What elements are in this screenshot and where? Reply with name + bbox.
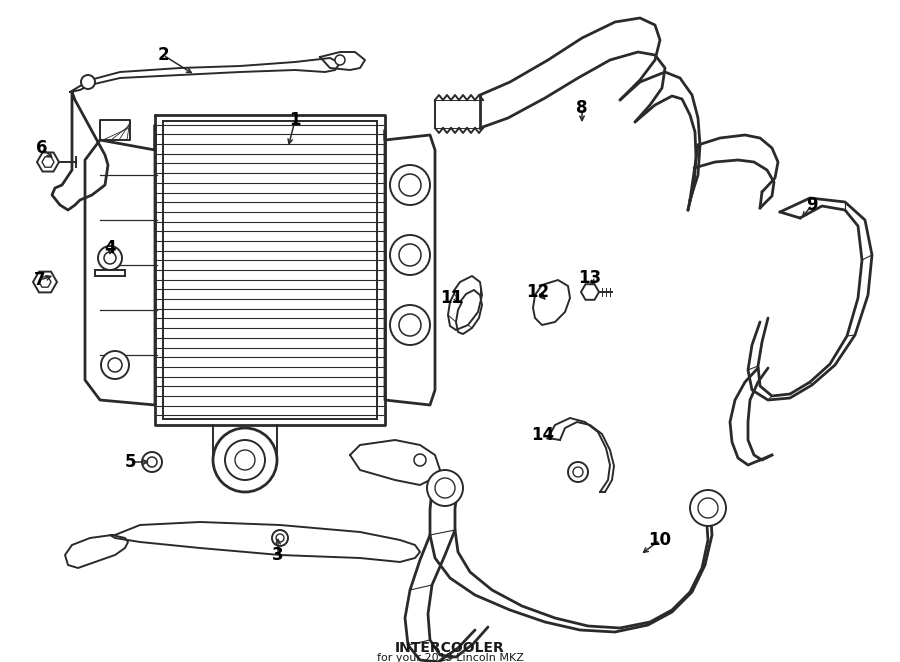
Text: 2: 2 <box>158 46 169 64</box>
Text: 6: 6 <box>36 139 48 157</box>
Text: 3: 3 <box>272 546 284 564</box>
Circle shape <box>390 235 430 275</box>
Circle shape <box>390 165 430 205</box>
Circle shape <box>427 470 463 506</box>
Circle shape <box>414 454 426 466</box>
Circle shape <box>690 490 726 526</box>
Text: 4: 4 <box>104 239 116 257</box>
Circle shape <box>399 174 421 196</box>
Circle shape <box>108 358 122 372</box>
Text: 1: 1 <box>289 111 301 129</box>
Text: 14: 14 <box>531 426 554 444</box>
Circle shape <box>225 440 265 480</box>
Circle shape <box>98 246 122 270</box>
Circle shape <box>698 498 718 518</box>
Circle shape <box>435 478 455 498</box>
Circle shape <box>142 452 162 472</box>
Text: 10: 10 <box>649 531 671 549</box>
Circle shape <box>235 450 255 470</box>
Circle shape <box>213 428 277 492</box>
Circle shape <box>101 351 129 379</box>
Circle shape <box>272 530 288 546</box>
Circle shape <box>335 55 345 65</box>
Text: 12: 12 <box>526 283 550 301</box>
Text: 13: 13 <box>579 269 601 287</box>
Circle shape <box>573 467 583 477</box>
Text: 11: 11 <box>440 289 464 307</box>
Text: for your 2019 Lincoln MKZ: for your 2019 Lincoln MKZ <box>376 653 524 662</box>
Text: 5: 5 <box>124 453 136 471</box>
Circle shape <box>399 314 421 336</box>
Circle shape <box>399 244 421 266</box>
Circle shape <box>104 252 116 264</box>
Text: INTERCOOLER: INTERCOOLER <box>395 641 505 655</box>
Circle shape <box>147 457 157 467</box>
Circle shape <box>568 462 588 482</box>
Text: 7: 7 <box>34 271 46 289</box>
Text: 8: 8 <box>576 99 588 117</box>
Circle shape <box>390 305 430 345</box>
Circle shape <box>81 75 95 89</box>
Circle shape <box>276 534 284 542</box>
Text: 9: 9 <box>806 196 818 214</box>
